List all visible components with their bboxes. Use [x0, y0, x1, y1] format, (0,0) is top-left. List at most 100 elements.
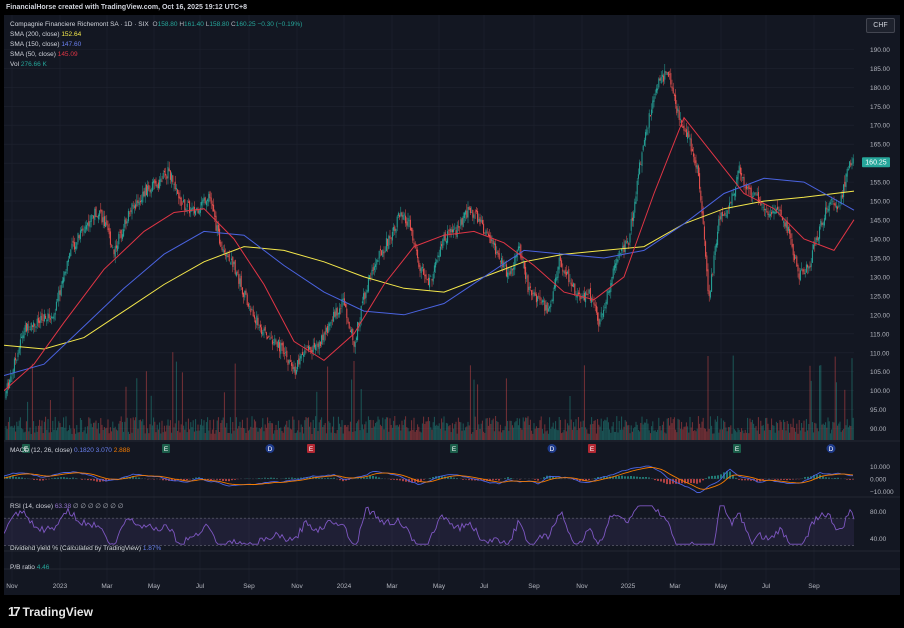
legend-sma50[interactable]: SMA (50, close) 145.09 [10, 51, 78, 58]
volume-bar [201, 419, 203, 440]
candle-body [707, 269, 709, 292]
macd-label[interactable]: MACD (12, 26, close) 0.1820 3.070 2.888 [10, 447, 131, 454]
tradingview-logo[interactable]: 17 TradingView [8, 604, 93, 619]
candle-body [540, 302, 542, 304]
candle-body [832, 201, 834, 202]
legend-sma150[interactable]: SMA (150, close) 147.60 [10, 41, 82, 48]
volume-bar [277, 420, 279, 440]
volume-bar [593, 420, 595, 440]
candle-body [198, 210, 200, 215]
candle-body [375, 264, 377, 268]
volume-bar [838, 423, 840, 440]
volume-bar [65, 416, 67, 440]
volume-bar [768, 429, 770, 440]
legend-volume[interactable]: Vol 276.66 K [10, 61, 47, 68]
volume-bar [465, 427, 467, 440]
candle-body [237, 272, 239, 274]
volume-bar [515, 421, 517, 440]
volume-bar [772, 425, 774, 440]
volume-bar [256, 427, 258, 440]
candle-body [324, 331, 326, 335]
candle-body [803, 269, 805, 275]
volume-bar [435, 425, 437, 440]
volume-bar [390, 424, 392, 440]
volume-bar [351, 379, 353, 440]
macd-histogram-bar [453, 477, 455, 479]
candle-body [521, 256, 523, 260]
legend-sma200[interactable]: SMA (200, close) 152.64 [10, 31, 82, 38]
dividend-marker: D [547, 444, 557, 453]
rsi-pane[interactable] [4, 505, 855, 546]
volume-bar [123, 431, 125, 440]
volume-bar [717, 416, 719, 440]
candle-body [841, 195, 843, 198]
candle-body [609, 290, 611, 293]
candle-body [706, 255, 708, 272]
volume-bar [353, 361, 355, 440]
candle-body [277, 339, 279, 348]
volume-bar [487, 425, 489, 440]
dividend-yield-label[interactable]: Dividend yield % (Calculated by TradingV… [10, 545, 162, 552]
candle-body [481, 220, 483, 225]
candle-body [546, 302, 548, 313]
macd-histogram-bar [474, 478, 476, 481]
candle-body [807, 265, 809, 268]
volume-bar [342, 433, 344, 440]
macd-histogram-bar [318, 477, 320, 479]
candle-body [96, 216, 98, 217]
volume-bar [804, 431, 806, 440]
sma150-value: 147.60 [61, 41, 82, 48]
candle-body [45, 315, 47, 319]
volume-bar [559, 419, 561, 440]
candle-body [817, 237, 819, 241]
candles[interactable] [5, 63, 854, 401]
macd-histogram-bar [480, 478, 482, 481]
volume-bar [807, 430, 809, 440]
volume-bar [459, 421, 461, 440]
volume-bar [526, 417, 528, 440]
volume-bar [415, 429, 417, 440]
price-axis[interactable]: 90.0095.00100.00105.00110.00115.00120.00… [870, 47, 894, 543]
candle-body [84, 226, 86, 234]
macd-histogram-bar [285, 477, 287, 479]
candle-body [471, 212, 473, 213]
candle-body [262, 331, 264, 336]
volume-bar [234, 363, 236, 440]
macd-pane[interactable] [4, 465, 854, 493]
chart-canvas[interactable]: E E E E E ED D D 90.0095.00100.00105.00110.0011… [4, 15, 900, 595]
volume-bar [684, 426, 686, 440]
candle-body [748, 185, 750, 190]
ohlc-c-label: C [231, 21, 236, 28]
candle-body [569, 280, 571, 282]
candle-body [51, 316, 53, 319]
macd-line [4, 465, 853, 493]
macd-tick-label: 0.000 [870, 476, 887, 483]
pb-ratio-label[interactable]: P/B ratio 4.46 [10, 564, 50, 571]
currency-badge[interactable]: CHF [866, 18, 895, 33]
macd-tick-label: 10.000 [870, 464, 890, 471]
time-tick-label: May [148, 583, 161, 590]
volume-bar [743, 433, 745, 440]
price-tick-label: 105.00 [870, 369, 890, 376]
earnings-markers[interactable]: E E E E E ED D D [22, 444, 836, 453]
time-axis[interactable]: Nov 2023 Mar May Jul Sep Nov 2024 Mar May Jul Sep No… [6, 583, 820, 590]
candle-body [552, 291, 554, 302]
macd-histogram-bar [741, 478, 743, 481]
volume-bar [241, 419, 243, 440]
rsi-label[interactable]: RSI (14, close) 63.38 ∅ ∅ ∅ ∅ ∅ ∅ ∅ [10, 503, 124, 510]
volume-bar [221, 420, 223, 440]
dividend-letter: D [829, 446, 834, 453]
volume-bar [640, 422, 642, 440]
candle-body [154, 179, 156, 184]
volume-bar [381, 426, 383, 440]
sma200-value: 152.64 [61, 31, 82, 38]
candle-body [142, 191, 144, 203]
candle-body [819, 226, 821, 239]
candle-body [390, 238, 392, 239]
candle-body [7, 382, 9, 389]
price-tick-label: 145.00 [870, 218, 890, 225]
candle-body [499, 261, 501, 262]
symbol-line[interactable]: Compagnie Financiere Richemont SA · 1D ·… [10, 21, 149, 28]
volume-bar [67, 430, 69, 440]
volume-bar [364, 424, 366, 440]
